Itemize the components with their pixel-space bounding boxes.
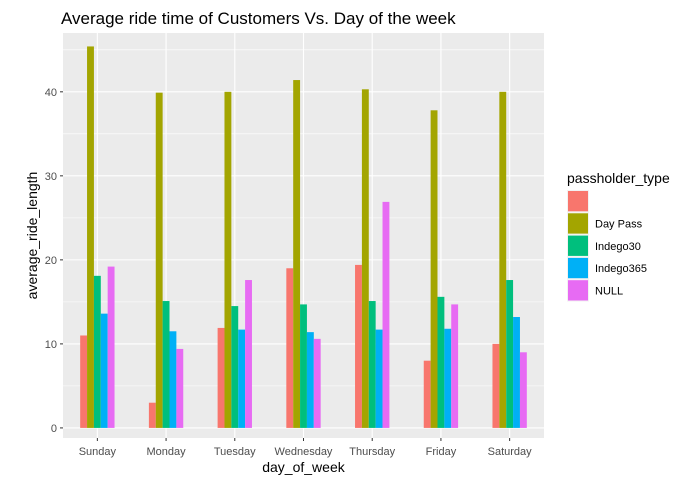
bar — [355, 264, 362, 428]
x-axis-ticks: Sunday Monday Tuesday Wednesday Thursday Frid… — [79, 438, 532, 458]
bar — [217, 327, 225, 428]
x-tick-label: Thursday — [349, 446, 395, 458]
legend-title: passholder_type — [567, 170, 670, 186]
x-tick-label: Saturday — [488, 446, 533, 458]
y-tick-label: 0 — [51, 423, 57, 435]
bar — [499, 91, 507, 428]
bar — [451, 304, 459, 428]
bar — [300, 304, 307, 428]
bar — [375, 329, 383, 428]
bar — [162, 301, 170, 428]
x-tick-label: Friday — [426, 446, 457, 458]
bar — [224, 91, 232, 428]
bar — [506, 280, 514, 428]
bar — [492, 343, 500, 428]
bar — [93, 275, 101, 428]
bar — [519, 352, 527, 428]
x-axis-title: day_of_week — [262, 459, 346, 475]
legend-key — [568, 235, 588, 256]
chart-title: Average ride time of Customers Vs. Day o… — [61, 9, 456, 28]
bar — [107, 266, 115, 428]
legend-key — [568, 191, 588, 212]
y-tick-label: 20 — [45, 255, 57, 267]
legend-label: Indego365 — [595, 263, 647, 275]
y-tick-label: 30 — [45, 171, 57, 183]
bar — [100, 313, 108, 428]
legend: passholder_type Day Pass Indego30 Indego36… — [567, 170, 670, 302]
x-tick-label: Tuesday — [214, 446, 256, 458]
y-axis-title: average_ride_length — [24, 172, 40, 300]
legend-label: Day Pass — [595, 218, 643, 230]
bar — [286, 268, 294, 428]
bar — [293, 80, 301, 428]
legend-label: Indego30 — [595, 241, 641, 253]
bar — [361, 89, 369, 428]
bar — [231, 306, 239, 428]
y-tick-label: 10 — [45, 339, 57, 351]
legend-key — [568, 213, 588, 234]
bar — [313, 338, 321, 428]
bar — [176, 348, 184, 428]
legend-key — [568, 280, 588, 301]
x-tick-label: Monday — [147, 446, 187, 458]
y-axis-ticks: 0 10 20 30 40 — [45, 87, 63, 435]
bar — [155, 92, 163, 428]
bar — [513, 317, 520, 428]
bar — [368, 301, 376, 428]
x-tick-label: Wednesday — [275, 446, 333, 458]
y-tick-label: 40 — [45, 87, 57, 99]
legend-label: NULL — [595, 285, 623, 297]
legend-key — [568, 257, 588, 279]
bar — [245, 280, 252, 428]
bars — [80, 46, 527, 428]
bar — [306, 332, 314, 428]
bar — [169, 331, 177, 428]
bar — [423, 360, 431, 428]
bar — [437, 296, 445, 428]
bar — [444, 328, 452, 428]
x-tick-label: Sunday — [79, 446, 117, 458]
bar — [87, 46, 94, 428]
bar — [382, 201, 390, 428]
bar — [80, 335, 88, 428]
bar — [148, 402, 156, 428]
bar — [430, 110, 438, 428]
bar — [238, 329, 246, 428]
